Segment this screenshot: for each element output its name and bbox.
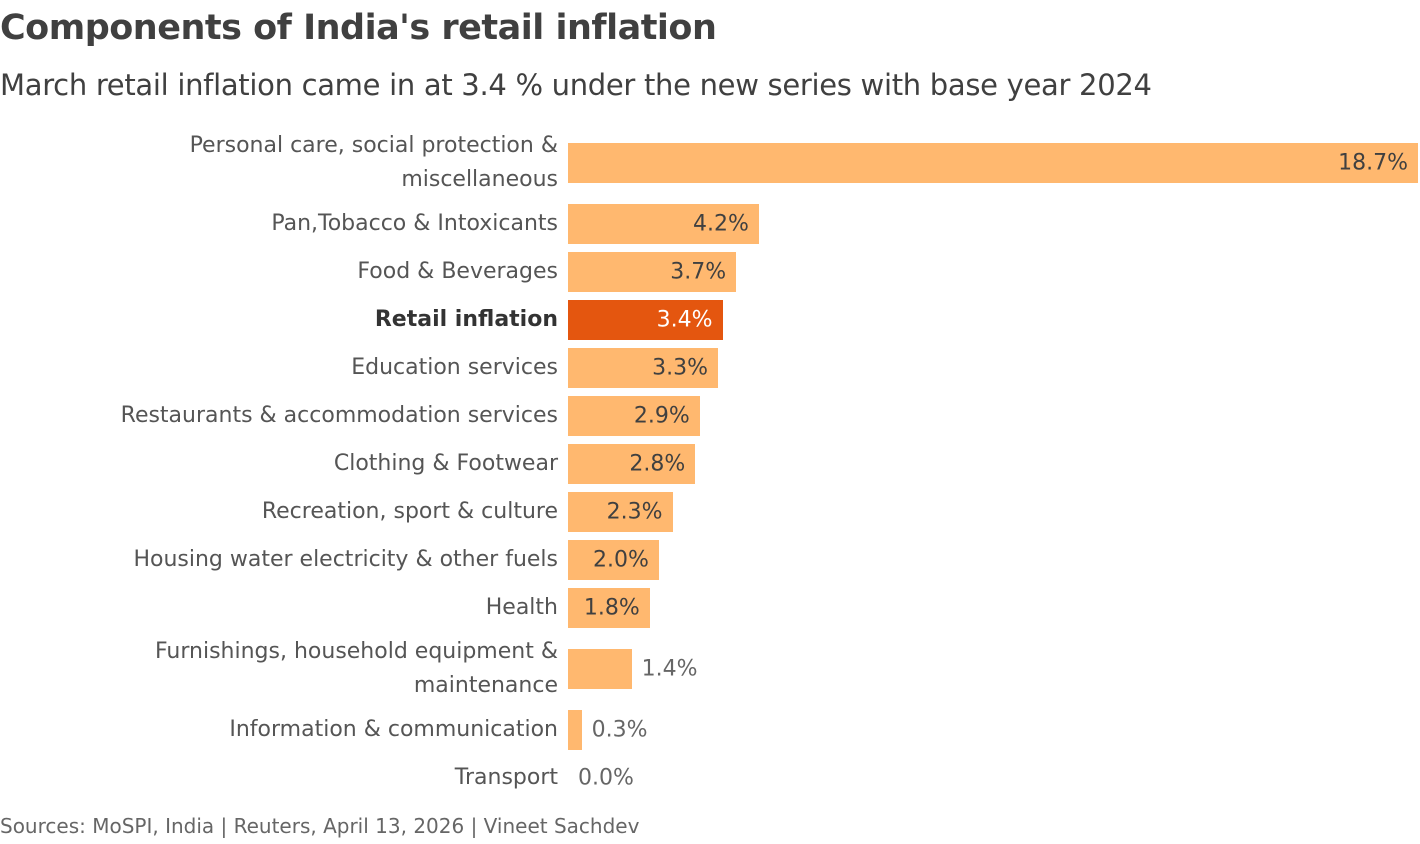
category-label: Pan,Tobacco & Intoxicants	[271, 211, 558, 236]
bar	[568, 444, 696, 484]
value-label: 3.3%	[652, 355, 708, 381]
value-label: 2.8%	[629, 451, 686, 477]
bar	[568, 649, 632, 689]
bar	[568, 540, 659, 580]
source-note: Sources: MoSPI, India | Reuters, April 1…	[0, 814, 640, 838]
category-label: Food & Beverages	[357, 259, 558, 284]
bar-row: Housing water electricity & other fuels 2…	[0, 536, 1420, 584]
bar-row: Education services 3.3%	[0, 344, 1420, 392]
category-label: Housing water electricity & other fuels	[133, 547, 558, 572]
category-label: Retail inflation	[374, 307, 558, 332]
value-label: 3.4%	[656, 307, 713, 333]
category-label: Information & communication	[229, 717, 558, 742]
value-label: 1.8%	[583, 595, 640, 621]
chart-subtitle: March retail inflation came in at 3.4 % …	[0, 68, 1152, 102]
bar	[568, 252, 737, 292]
value-label: 0.0%	[578, 765, 634, 791]
bar	[568, 348, 718, 388]
bar	[568, 396, 700, 436]
value-label: 2.9%	[633, 403, 690, 429]
value-label: 18.7%	[1338, 150, 1408, 176]
value-label: 2.3%	[606, 499, 663, 525]
category-label: Transport	[454, 765, 558, 790]
bar-row: Transport 0.0%	[0, 754, 1420, 802]
bar-row: Personal care, social protection & misce…	[0, 126, 1420, 200]
bar	[568, 710, 582, 750]
category-label: Furnishings, household equipment & maint…	[154, 639, 558, 698]
bar	[568, 588, 650, 628]
category-label: Clothing & Footwear	[333, 451, 558, 476]
bar-row: Health 1.8%	[0, 584, 1420, 632]
bar-row: Furnishings, household equipment & maint…	[0, 632, 1420, 706]
bar	[568, 204, 759, 244]
value-label: 4.2%	[693, 211, 749, 237]
bar-row: Pan,Tobacco & Intoxicants 4.2%	[0, 200, 1420, 248]
bar-row: Information & communication 0.3%	[0, 706, 1420, 754]
category-label: Restaurants & accommodation services	[120, 403, 558, 428]
bar-row: Retail inflation 3.4%	[0, 296, 1420, 344]
value-label: 3.7%	[670, 259, 727, 285]
category-label: Recreation, sport & culture	[261, 499, 558, 524]
bar-row: Food & Beverages 3.7%	[0, 248, 1420, 296]
bar	[568, 492, 673, 532]
value-label: 1.4%	[641, 656, 698, 682]
bar-row: Clothing & Footwear 2.8%	[0, 440, 1420, 488]
bar-chart: Personal care, social protection & misce…	[0, 126, 1420, 802]
value-label: 0.3%	[591, 717, 648, 743]
category-label: Health	[485, 595, 558, 620]
chart-title: Components of India's retail inflation	[0, 8, 717, 48]
bar-row: Restaurants & accommodation services 2.9%	[0, 392, 1420, 440]
bar	[568, 143, 1418, 183]
bar-row: Recreation, sport & culture 2.3%	[0, 488, 1420, 536]
category-label: Education services	[351, 355, 558, 380]
bar	[568, 300, 723, 340]
category-label: Personal care, social protection & misce…	[189, 133, 558, 192]
value-label: 2.0%	[593, 547, 649, 573]
